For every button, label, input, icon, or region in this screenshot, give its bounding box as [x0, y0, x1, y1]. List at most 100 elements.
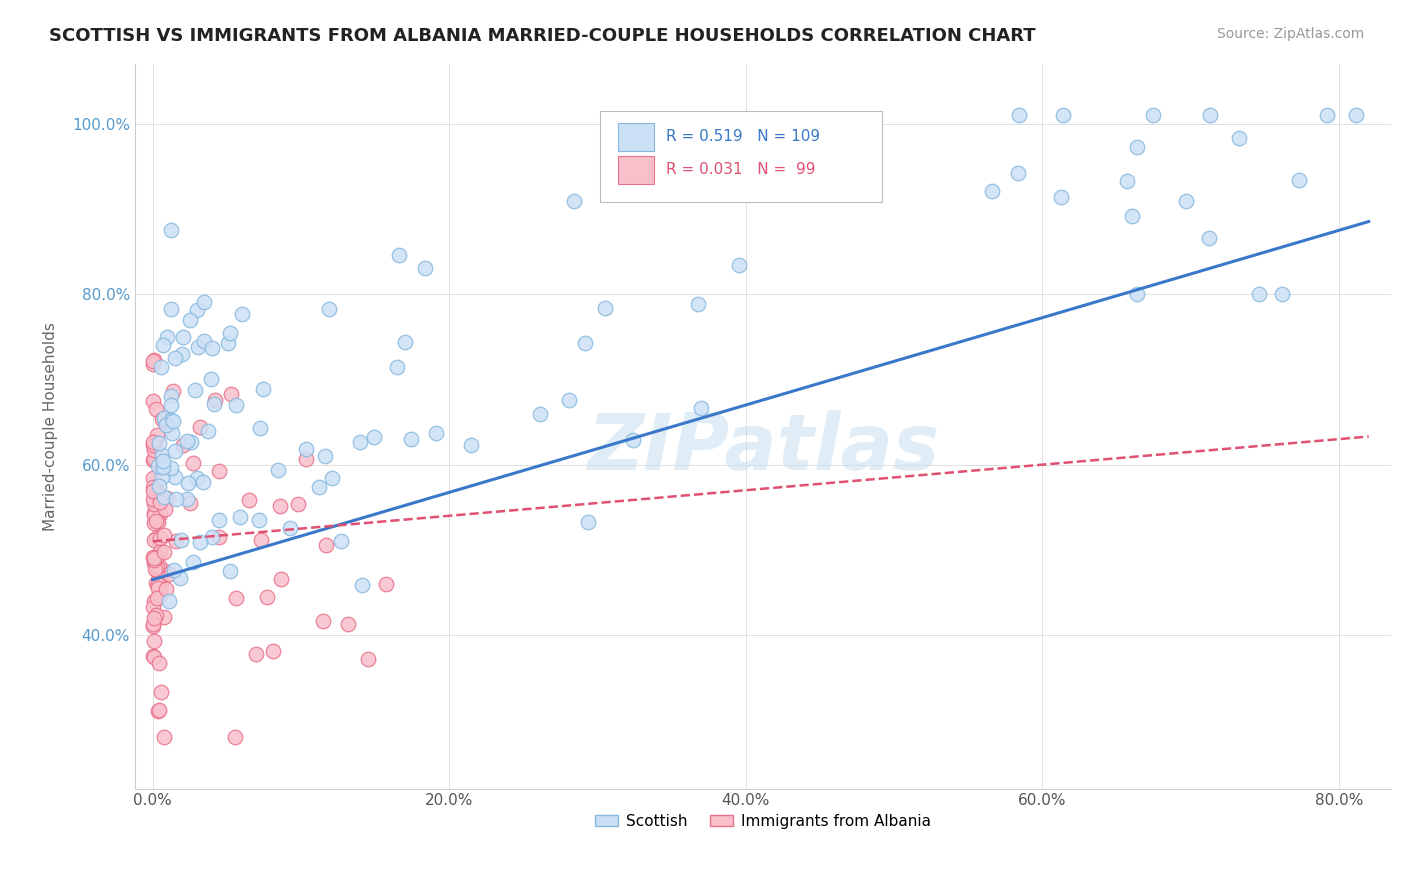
Point	[142, 600, 165, 615]
Point	[1288, 173, 1310, 187]
Point	[229, 510, 252, 524]
Point	[152, 731, 174, 745]
Point	[145, 481, 167, 495]
Point	[181, 555, 204, 569]
Point	[148, 656, 170, 670]
Point	[156, 329, 179, 343]
Point	[176, 476, 198, 491]
Point	[193, 334, 215, 348]
Point	[727, 258, 749, 272]
Point	[155, 582, 177, 597]
Point	[172, 330, 194, 344]
Point	[219, 387, 242, 401]
Point	[148, 510, 170, 524]
Point	[308, 480, 330, 494]
Point	[208, 464, 231, 478]
Point	[219, 326, 242, 341]
Point	[143, 435, 166, 450]
Point	[1198, 231, 1220, 245]
Point	[143, 594, 166, 608]
Point	[159, 413, 181, 427]
Point	[142, 616, 165, 631]
Point	[142, 634, 165, 648]
Point	[163, 443, 186, 458]
Point	[191, 475, 214, 489]
Point	[142, 508, 165, 522]
Point	[152, 414, 174, 428]
Point	[593, 301, 616, 315]
Point	[159, 301, 181, 316]
Point	[621, 433, 644, 447]
Point	[152, 460, 174, 475]
Point	[165, 492, 187, 507]
Point	[256, 590, 278, 604]
Point	[165, 533, 187, 548]
Text: R = 0.031   N =  99: R = 0.031 N = 99	[666, 161, 815, 177]
Point	[145, 401, 167, 416]
Point	[155, 418, 177, 433]
Text: SCOTTISH VS IMMIGRANTS FROM ALBANIA MARRIED-COUPLE HOUSEHOLDS CORRELATION CHART: SCOTTISH VS IMMIGRANTS FROM ALBANIA MARR…	[49, 27, 1036, 45]
Point	[207, 513, 229, 527]
Point	[142, 483, 165, 498]
Y-axis label: Married-couple Households: Married-couple Households	[44, 322, 58, 531]
Point	[1142, 108, 1164, 122]
Point	[153, 528, 176, 542]
Point	[181, 456, 204, 470]
Point	[1198, 108, 1220, 122]
Point	[218, 564, 240, 578]
Point	[155, 502, 177, 516]
Point	[142, 619, 165, 633]
Point	[270, 573, 292, 587]
Point	[314, 449, 336, 463]
Point	[187, 340, 209, 354]
Point	[686, 296, 709, 310]
Bar	[619, 156, 654, 184]
Point	[1008, 108, 1031, 122]
Point	[149, 578, 172, 592]
Point	[349, 434, 371, 449]
Point	[145, 576, 167, 591]
Point	[394, 334, 416, 349]
Point	[146, 515, 169, 529]
Point	[183, 384, 205, 398]
Point	[148, 703, 170, 717]
Point	[146, 549, 169, 564]
Point	[1126, 140, 1149, 154]
Point	[1174, 194, 1197, 208]
Legend: Scottish, Immigrants from Albania: Scottish, Immigrants from Albania	[589, 808, 936, 835]
Point	[148, 479, 170, 493]
Point	[690, 401, 713, 415]
Point	[225, 398, 247, 412]
Point	[162, 384, 184, 399]
Point	[152, 337, 174, 351]
Point	[142, 357, 165, 371]
Point	[142, 491, 165, 506]
Point	[163, 564, 186, 578]
Point	[162, 425, 184, 440]
Point	[176, 434, 198, 448]
Point	[143, 649, 166, 664]
Point	[142, 354, 165, 368]
Point	[238, 493, 260, 508]
Point	[142, 353, 165, 368]
Point	[980, 184, 1002, 198]
FancyBboxPatch shape	[599, 112, 883, 202]
Point	[163, 470, 186, 484]
Point	[157, 594, 180, 608]
Point	[1227, 131, 1250, 145]
Point	[145, 452, 167, 467]
Point	[150, 411, 173, 425]
Point	[146, 458, 169, 473]
Point	[180, 435, 202, 450]
Point	[1049, 189, 1071, 203]
Point	[1346, 108, 1368, 122]
Point	[155, 564, 177, 578]
Point	[149, 507, 172, 521]
Point	[152, 454, 174, 468]
Point	[142, 550, 165, 565]
Point	[329, 534, 352, 549]
Point	[148, 568, 170, 582]
Point	[148, 436, 170, 450]
Point	[159, 461, 181, 475]
Point	[157, 566, 180, 581]
